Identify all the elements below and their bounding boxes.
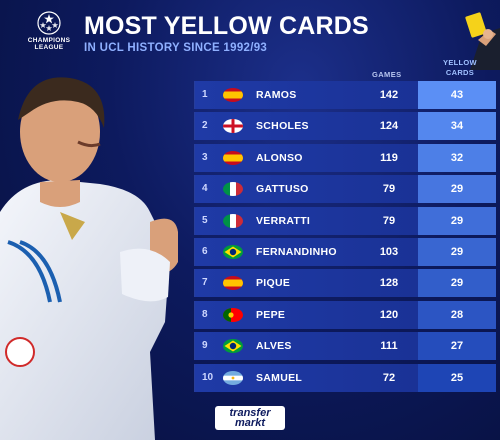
- yellow-cards-count: 28: [450, 308, 464, 321]
- yellow-cards-count: 29: [450, 214, 464, 227]
- page-title: MOST YELLOW CARDS: [84, 12, 369, 40]
- table-row: 3 ALONSO 119 32: [194, 143, 496, 172]
- games-count: 128: [379, 277, 399, 290]
- player-name: GATTUSO: [256, 183, 309, 196]
- footer-logo-line2: markt: [235, 417, 265, 429]
- table-row: 2 SCHOLES 124 34: [194, 112, 496, 141]
- logo-text: CHAMPIONS LEAGUE: [27, 37, 71, 51]
- argentina-flag-icon: [223, 370, 243, 385]
- player-name: SAMUEL: [256, 371, 303, 384]
- games-count: 119: [380, 151, 398, 164]
- cards-cell-background: [418, 143, 496, 172]
- table-row: 5 VERRATTI 79 29: [194, 206, 496, 235]
- champions-league-logo: CHAMPIONS LEAGUE: [22, 10, 76, 56]
- brazil-flag-icon: [223, 244, 243, 259]
- rank: 10: [202, 371, 214, 383]
- rank: 4: [202, 183, 208, 195]
- page-subtitle: IN UCL HISTORY SINCE 1992/93: [84, 42, 268, 54]
- italy-flag-icon: [223, 182, 243, 197]
- rank: 6: [202, 245, 208, 257]
- table-row: 8 PEPE 120 28: [194, 300, 496, 329]
- rank: 1: [202, 89, 208, 100]
- games-count: 72: [382, 371, 396, 384]
- player-name: ALVES: [256, 340, 292, 353]
- yellow-cards-count: 27: [450, 340, 464, 353]
- games-count: 120: [379, 308, 399, 321]
- cards-cell-background: [418, 332, 496, 361]
- rank: 7: [202, 277, 208, 289]
- games-count: 111: [380, 340, 398, 353]
- rank: 2: [202, 120, 208, 132]
- transfermarkt-logo: transfer markt: [215, 406, 285, 430]
- player-name: VERRATTI: [256, 214, 311, 227]
- yellow-cards-count: 43: [450, 89, 464, 101]
- cards-cell-background: [418, 237, 496, 266]
- table-row: 6 FERNANDINHO 103 29: [194, 237, 496, 266]
- yellow-cards-count: 29: [450, 183, 464, 196]
- yellow-cards-count: 29: [450, 277, 464, 290]
- cards-cell-background: [418, 269, 496, 298]
- portugal-flag-icon: [223, 307, 243, 322]
- yellow-cards-table: 1 RAMOS 142 43 2 SCHOLES 124 34 3 ALONSO 119 32 4 GAT…: [194, 81, 496, 395]
- games-count: 103: [379, 245, 399, 258]
- cards-cell-background: [418, 363, 496, 392]
- referee-yellow-card-icon: [465, 12, 500, 70]
- games-column-header: GAMES: [372, 70, 402, 79]
- england-flag-icon: [223, 119, 243, 134]
- yellow-cards-column-header: YELLOW CARDS: [432, 58, 488, 78]
- player-name: PIQUE: [256, 277, 291, 290]
- yellow-cards-count: 25: [450, 371, 464, 384]
- table-row: 10 SAMUEL 72 25: [194, 363, 496, 392]
- spain-flag-icon: [223, 150, 243, 165]
- table-row: 4 GATTUSO 79 29: [194, 175, 496, 204]
- yellow-cards-header-line2: CARDS: [445, 68, 475, 77]
- cards-cell-background: [418, 300, 496, 329]
- yellow-cards-count: 34: [450, 120, 464, 133]
- yellow-cards-count: 32: [450, 151, 464, 164]
- rank: 9: [202, 340, 208, 352]
- rank: 8: [202, 308, 208, 320]
- table-row: 9 ALVES 111 27: [194, 332, 496, 361]
- italy-flag-icon: [223, 213, 243, 228]
- yellow-cards-count: 29: [450, 245, 464, 258]
- player-name: FERNANDINHO: [256, 245, 337, 258]
- player-name: SCHOLES: [256, 120, 309, 133]
- player-name: ALONSO: [256, 151, 303, 164]
- yellow-cards-header-line1: YELLOW: [443, 58, 477, 67]
- games-count: 124: [379, 120, 399, 133]
- rank: 3: [202, 151, 208, 163]
- brazil-flag-icon: [223, 339, 243, 354]
- cards-cell-background: [418, 112, 496, 141]
- player-name: PEPE: [256, 308, 286, 321]
- table-row: 1 RAMOS 142 43: [194, 81, 496, 109]
- table-row: 7 PIQUE 128 29: [194, 269, 496, 298]
- footer-logo-line1: transfer: [229, 407, 271, 419]
- games-count: 79: [382, 183, 396, 196]
- cards-cell-background: [418, 175, 496, 204]
- games-count: 79: [382, 214, 396, 227]
- spain-flag-icon: [223, 276, 243, 291]
- spain-flag-icon: [223, 88, 243, 102]
- cards-cell-background: [418, 81, 496, 109]
- cards-cell-background: [418, 206, 496, 235]
- player-name: RAMOS: [256, 89, 297, 101]
- rank: 5: [202, 214, 208, 226]
- player-illustration: [0, 77, 178, 440]
- starball-icon: [37, 11, 61, 35]
- games-count: 142: [379, 89, 399, 101]
